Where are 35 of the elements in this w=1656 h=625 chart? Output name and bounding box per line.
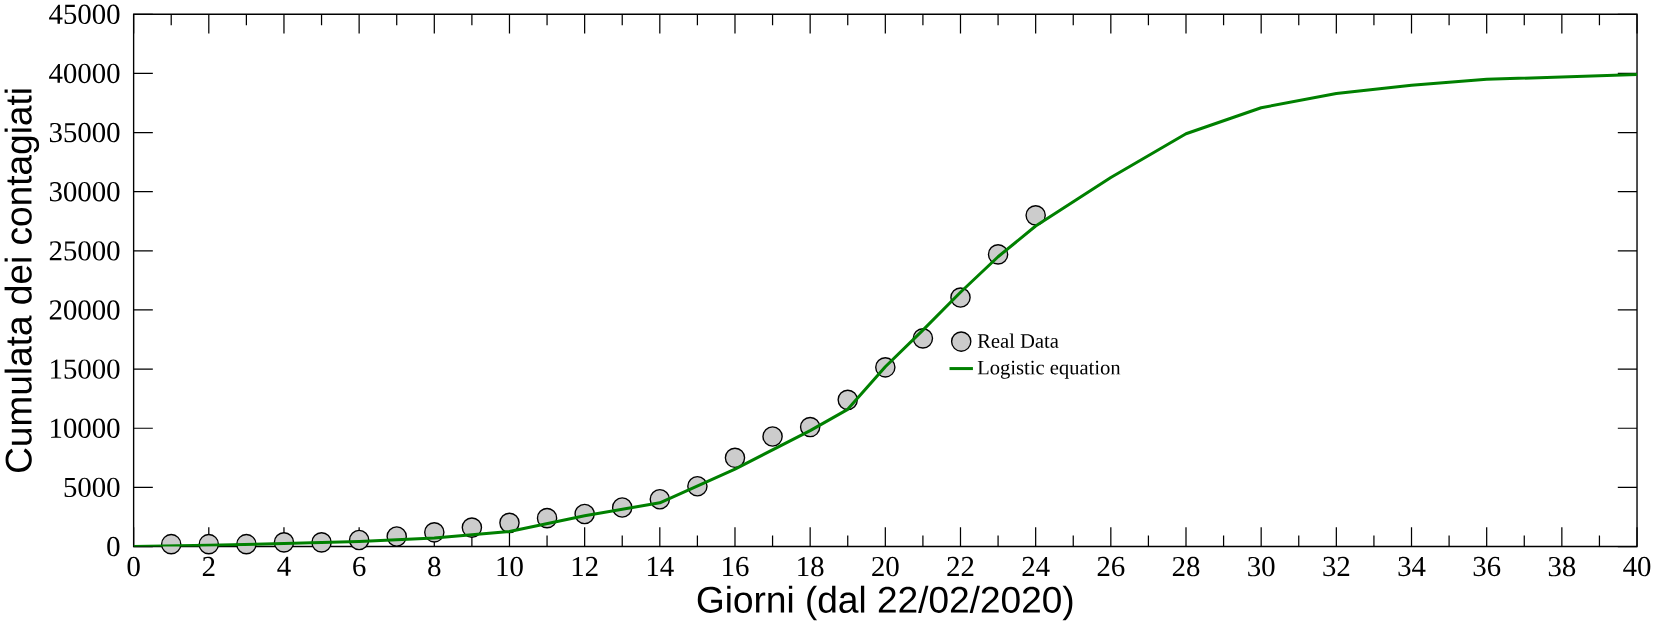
y-tick-label: 35000 xyxy=(49,122,120,143)
y-axis-title: Cumulata dei contagiati xyxy=(4,89,40,473)
y-tick-label: 40000 xyxy=(49,63,120,84)
x-tick-label: 0 xyxy=(127,556,140,577)
x-tick-label: 8 xyxy=(428,556,441,577)
x-axis-title: Giorni (dal 22/02/2020) xyxy=(697,585,1073,621)
x-tick-label: 24 xyxy=(1022,556,1050,577)
x-tick-label: 6 xyxy=(353,556,366,577)
x-tick-label: 28 xyxy=(1172,556,1200,577)
x-tick-label: 16 xyxy=(723,556,749,577)
x-tick-label: 32 xyxy=(1323,556,1350,577)
x-tick-label: 38 xyxy=(1548,556,1576,577)
x-tick-label: 12 xyxy=(572,556,598,577)
y-tick-label: 20000 xyxy=(49,300,120,320)
x-tick-label: 10 xyxy=(497,556,523,577)
legend-label: Logistic equation xyxy=(977,360,1121,379)
x-tick-label: 26 xyxy=(1097,556,1125,577)
y-tick-label: 15000 xyxy=(51,359,120,379)
x-tick-label: 20 xyxy=(872,556,899,577)
x-tick-label: 4 xyxy=(277,556,291,576)
x-tick-label: 40 xyxy=(1623,556,1651,577)
y-tick-label: 25000 xyxy=(49,241,120,261)
x-tick-label: 36 xyxy=(1473,556,1501,577)
y-tick-label: 30000 xyxy=(49,182,120,202)
x-tick-label: 2 xyxy=(202,556,215,577)
x-tick-label: 34 xyxy=(1398,556,1426,577)
x-tick-label: 18 xyxy=(798,556,824,577)
y-tick-label: 10000 xyxy=(51,418,120,439)
x-tick-label: 30 xyxy=(1248,556,1275,577)
y-tick-label: 45000 xyxy=(49,4,120,25)
x-tick-label: 14 xyxy=(647,556,674,576)
x-tick-label: 22 xyxy=(947,556,974,577)
y-tick-label: 5000 xyxy=(64,477,120,498)
legend-label: Real Data xyxy=(977,333,1059,348)
y-tick-label: 0 xyxy=(107,536,120,557)
